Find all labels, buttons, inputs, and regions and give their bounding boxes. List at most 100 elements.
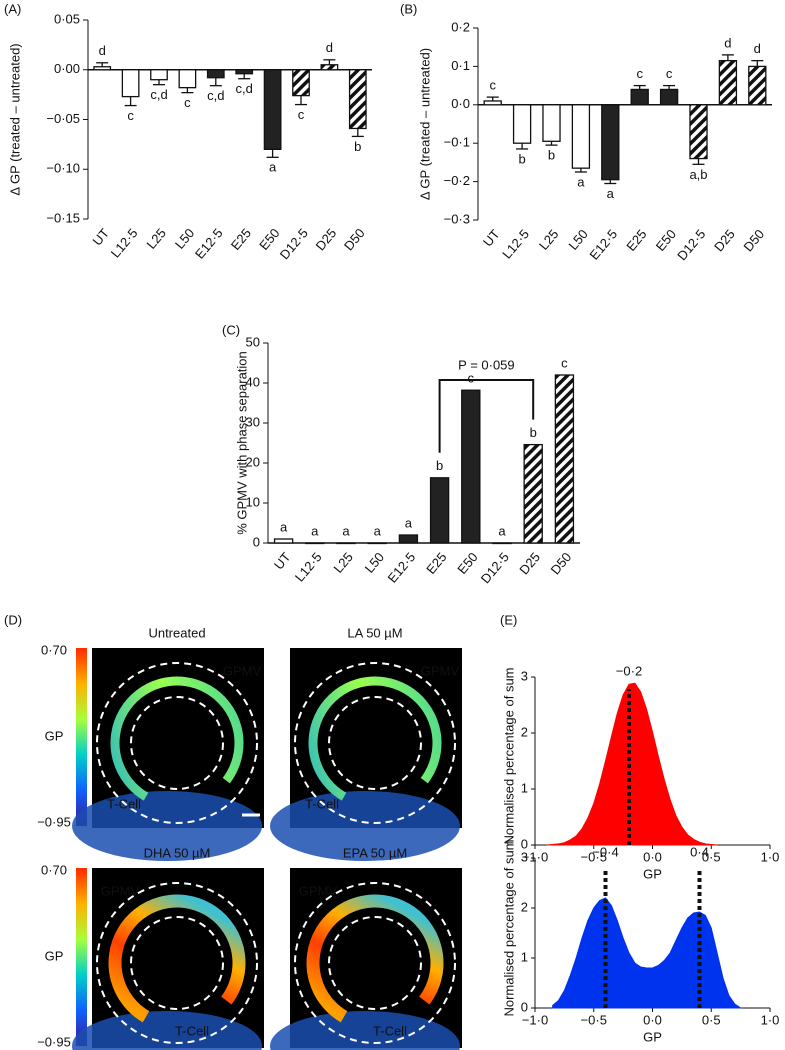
cell-label: T-Cell [373, 1023, 407, 1038]
y-tick-label: 3 [521, 849, 528, 864]
x-tick-label: E50 [653, 226, 679, 253]
panel-label: (D) [4, 612, 22, 627]
data-label: d [754, 41, 761, 56]
bar [512, 104, 532, 144]
y-tick-label: −0·2 [444, 173, 470, 188]
x-tick-label: 0·0 [643, 849, 662, 864]
x-tick-label: E25 [423, 549, 449, 576]
vesicle-ring [110, 676, 244, 810]
data-label: a [405, 515, 413, 530]
roi-inner [130, 916, 224, 1010]
annotation: P = 0·059 [458, 357, 515, 372]
gpmv-label: GPMV [421, 663, 460, 678]
y-tick-label: 1 [521, 780, 528, 795]
x-tick-label: UT [480, 226, 503, 249]
vesicle-ring [108, 894, 246, 1032]
colorbar-max: 0·70 [41, 642, 67, 657]
data-label: a [269, 160, 277, 175]
bar [659, 88, 679, 106]
x-tick-label: L50 [362, 549, 387, 575]
x-tick-label: L50 [172, 225, 197, 251]
panel-label: (A) [4, 1, 21, 16]
bar [554, 374, 575, 544]
data-label: d [99, 43, 106, 58]
y-axis-label: Δ GP (treated – untreated) [7, 43, 22, 195]
x-tick-label: D50 [341, 225, 368, 253]
roi-outer [294, 662, 456, 824]
data-label: b [548, 148, 555, 163]
colorbar-label: GP [45, 728, 64, 743]
x-axis-label: GP [643, 866, 662, 881]
bar [630, 88, 649, 106]
tile-title: LA 50 µM [347, 625, 402, 640]
cell-label: T-Cell [305, 796, 339, 811]
bar [121, 69, 140, 98]
data-label: a [311, 523, 319, 538]
bar [235, 69, 254, 75]
bracket [438, 379, 535, 453]
y-tick-label: 50 [246, 334, 260, 349]
roi-outer [96, 662, 258, 824]
data-label: a [577, 174, 585, 189]
panel-label: (E) [500, 612, 517, 627]
x-tick-label: E25 [228, 225, 254, 252]
x-tick-label: E50 [256, 225, 282, 252]
cell-body [72, 1011, 262, 1050]
data-label: a [342, 523, 350, 538]
roi-outer [294, 882, 456, 1044]
vesicle-ring [306, 894, 444, 1032]
y-tick-label: 30 [246, 414, 260, 429]
bar [348, 69, 367, 130]
y-tick-label: 2 [521, 724, 528, 739]
data-label: a [498, 523, 506, 538]
marker-label: −0·2 [616, 663, 642, 678]
data-label: a [607, 186, 615, 201]
x-tick-label: L25 [143, 225, 168, 251]
bar [206, 69, 225, 79]
data-label: b [354, 139, 361, 154]
data-label: c [298, 107, 305, 122]
bar [492, 542, 512, 545]
x-tick-label: L25 [330, 549, 355, 575]
x-tick-label: D25 [711, 226, 738, 254]
x-tick-label: −1·0 [522, 1012, 548, 1027]
bar [601, 104, 620, 181]
x-tick-label: 0·5 [702, 1012, 721, 1027]
y-tick-label: 0·2 [451, 19, 470, 34]
data-label: d [724, 35, 731, 50]
x-tick-label: D25 [313, 225, 340, 253]
roi-inner [328, 916, 422, 1010]
bar [305, 542, 325, 545]
bar [429, 477, 450, 544]
tile-title: Untreated [148, 625, 205, 640]
marker-label: −0·4 [592, 844, 618, 859]
data-label: c,d [236, 81, 253, 96]
y-tick-label: 0·05 [54, 11, 80, 26]
data-label: c,d [207, 88, 224, 103]
x-tick-label: UT [271, 549, 294, 572]
x-tick-label: D25 [516, 549, 543, 577]
x-tick-label: 0·5 [702, 849, 721, 864]
x-tick-label: UT [89, 225, 112, 248]
cell-body [270, 1011, 460, 1050]
cell-body [72, 791, 262, 861]
roi-inner [328, 696, 422, 790]
x-tick-label: L12·5 [499, 226, 532, 261]
bar [367, 542, 387, 545]
data-label: c [127, 108, 134, 123]
bar [178, 69, 197, 89]
x-axis-label: GP [643, 1029, 662, 1044]
cell-label: T-Cell [107, 796, 141, 811]
panel-label: (B) [400, 1, 417, 16]
bar [320, 64, 339, 71]
x-tick-label: L25 [536, 226, 561, 252]
data-label: b [436, 458, 443, 473]
roi-outer [96, 882, 258, 1044]
bar [150, 69, 168, 81]
x-tick-label: D12·5 [478, 549, 512, 586]
bar [483, 100, 502, 106]
x-tick-label: E12·5 [586, 226, 620, 262]
y-axis-label: Δ GP (treated – untreated) [417, 48, 432, 200]
area [546, 682, 718, 846]
